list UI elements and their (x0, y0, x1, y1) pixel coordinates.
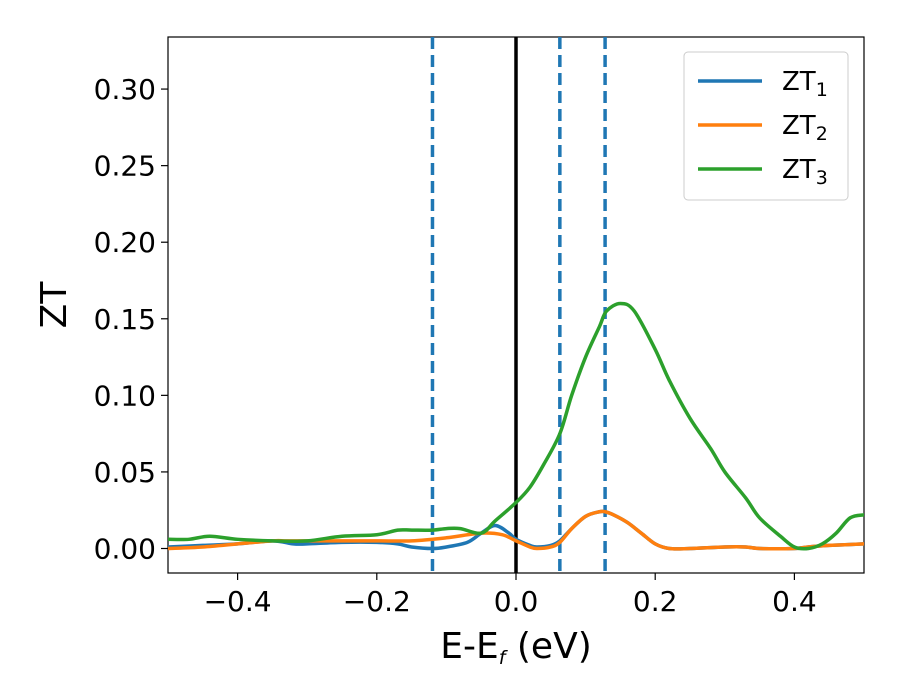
x-tick-label: 0.4 (772, 585, 817, 618)
y-axis-ticks: 0.00 0.05 0.10 0.15 0.20 0.25 0.30 (94, 73, 168, 565)
x-tick-label: −0.2 (343, 585, 411, 618)
series-line-zt3 (168, 301, 864, 551)
x-axis-ticks: −0.4 −0.2 0.0 0.2 0.4 (204, 573, 817, 618)
x-tick-label: −0.4 (204, 585, 272, 618)
y-axis-label: ZT (34, 281, 75, 329)
series-line-zt2 (168, 509, 864, 551)
y-tick-label: 0.10 (94, 379, 156, 412)
y-tick-label: 0.15 (94, 303, 156, 336)
legend-label-zt2: ZT2 (782, 111, 828, 145)
legend-label-zt1: ZT1 (782, 67, 828, 101)
x-tick-label: 0.0 (494, 585, 539, 618)
series-layer (168, 301, 864, 551)
legend-box (683, 51, 849, 201)
x-axis-label: E-Ef (eV) (440, 626, 592, 669)
x-tick-label: 0.2 (633, 585, 678, 618)
y-tick-label: 0.30 (94, 73, 156, 106)
legend: ZT1 ZT2 ZT3 (683, 51, 849, 201)
y-tick-label: 0.20 (94, 226, 156, 259)
vertical-lines (430, 37, 607, 573)
y-tick-label: 0.25 (94, 150, 156, 183)
legend-label-zt3: ZT3 (782, 155, 828, 189)
legend-items: ZT1 ZT2 ZT3 (698, 67, 828, 189)
y-tick-label: 0.05 (94, 456, 156, 489)
y-tick-label: 0.00 (94, 532, 156, 565)
